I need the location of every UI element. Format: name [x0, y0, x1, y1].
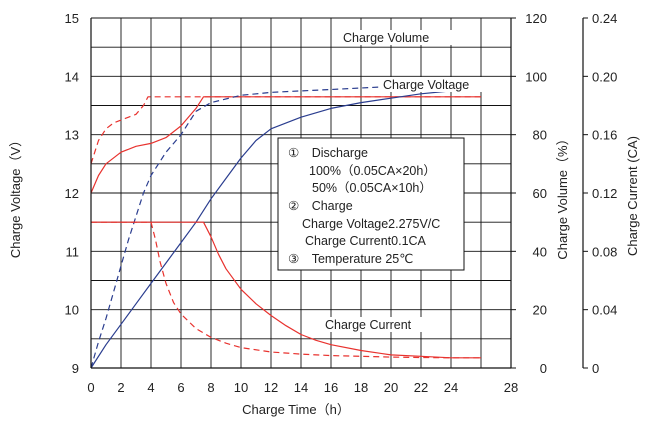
- voltage-tick-label: 9: [72, 361, 79, 376]
- series-line-volume-dashed: [90, 81, 482, 369]
- volume-tick-label: 40: [533, 244, 547, 259]
- x-tick-label: 4: [147, 380, 154, 395]
- annotation-line-5: Charge Voltage2.275V/C: [302, 217, 440, 231]
- x-tick-label: 10: [234, 380, 248, 395]
- volume-tick-label: 60: [533, 186, 547, 201]
- series-line-current-dashed: [91, 221, 481, 359]
- series-line-voltage-dashed: [90, 96, 481, 164]
- volume-tick-label: 120: [525, 11, 547, 26]
- voltage-tick-label: 15: [65, 11, 79, 26]
- current-tick-label: 0: [592, 361, 599, 376]
- annotation-line-6: Charge Current0.1CA: [305, 234, 427, 248]
- x-tick-label: 18: [354, 380, 368, 395]
- series-line-voltage-solid: [90, 96, 481, 194]
- annotation-line-2: 100%（0.05CA×20h）: [309, 164, 436, 178]
- x-tick-label: 22: [414, 380, 428, 395]
- x-tick-label: 2: [117, 380, 124, 395]
- voltage-tick-label: 14: [65, 69, 79, 84]
- annotation-line-7: ③ Temperature 25℃: [288, 252, 413, 266]
- charge-volume-label: Charge Volume: [343, 31, 429, 45]
- current-tick-label: 0.20: [592, 69, 617, 84]
- volume-tick-label: 80: [533, 128, 547, 143]
- x-tick-label: 6: [177, 380, 184, 395]
- annotation-line-3: 50%（0.05CA×10h）: [312, 181, 432, 195]
- x-tick-label: 20: [384, 380, 398, 395]
- x-tick-label: 16: [324, 380, 338, 395]
- tick-labels: 0 2 4 6 8 10 12 14 16 18 20 22 24 2891011121314150204…: [65, 11, 618, 395]
- annotation-line-1: ① Discharge: [288, 146, 368, 160]
- current-tick-label: 0.16: [592, 128, 617, 143]
- voltage-tick-label: 13: [65, 128, 79, 143]
- current-tick-label: 0.12: [592, 186, 617, 201]
- current-tick-label: 0.04: [592, 303, 617, 318]
- charge-voltage-label-bg: [380, 77, 484, 92]
- x-tick-label: 12: [264, 380, 278, 395]
- current-axis-title: Charge Current (CA): [625, 136, 640, 256]
- annotation-line-4: ② Charge: [288, 199, 353, 213]
- annotation-box: [277, 137, 465, 271]
- volume-axis-title: Charge Volume（%）: [555, 132, 570, 259]
- charge-current-label-bg: [322, 317, 426, 332]
- x-tick-label: 28: [504, 380, 518, 395]
- voltage-tick-label: 12: [65, 186, 79, 201]
- charge-voltage-label: Charge Voltage: [383, 78, 469, 92]
- current-tick-label: 0.24: [592, 11, 617, 26]
- volume-tick-label: 20: [533, 303, 547, 318]
- voltage-tick-label: 10: [65, 303, 79, 318]
- current-tick-label: 0.08: [592, 244, 617, 259]
- x-tick-label: 14: [294, 380, 308, 395]
- x-axis-title: Charge Time（h）: [242, 402, 350, 417]
- charge-current-label: Charge Current: [325, 318, 412, 332]
- series-line-current-solid: [91, 221, 481, 359]
- x-tick-label: 24: [444, 380, 458, 395]
- series-line-volume-solid: [90, 87, 482, 369]
- voltage-axis-title: Charge Voltage（V）: [8, 134, 23, 258]
- volume-tick-label: 0: [540, 361, 547, 376]
- voltage-tick-label: 11: [66, 244, 80, 259]
- conditions-annotation: ① Discharge 100%（0.05CA×20h） 50%（0.05CA×…: [277, 137, 465, 271]
- x-tick-label: 0: [87, 380, 94, 395]
- series-lines: [90, 81, 482, 369]
- x-tick-label: 8: [207, 380, 214, 395]
- volume-tick-label: 100: [525, 69, 547, 84]
- charge-volume-label-bg: [340, 30, 468, 45]
